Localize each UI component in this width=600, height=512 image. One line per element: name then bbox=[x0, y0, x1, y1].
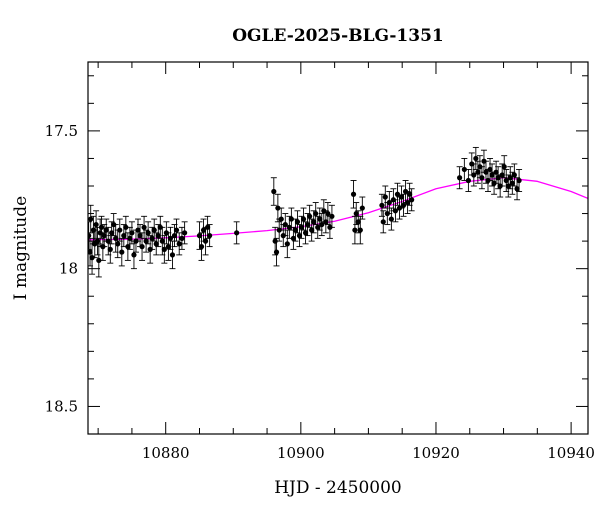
data-point bbox=[312, 202, 319, 226]
x-tick-label: 10880 bbox=[142, 444, 190, 462]
data-point bbox=[400, 193, 407, 217]
data-point bbox=[351, 215, 358, 245]
data-point bbox=[507, 166, 514, 190]
data-point bbox=[516, 169, 523, 192]
data-point bbox=[95, 243, 102, 278]
y-tick-label: 17.5 bbox=[45, 122, 78, 140]
data-point bbox=[386, 191, 393, 215]
data-point bbox=[470, 163, 477, 187]
data-point bbox=[292, 218, 299, 242]
data-point bbox=[296, 224, 303, 248]
data-point bbox=[378, 193, 385, 217]
data-point bbox=[101, 224, 108, 248]
data-point bbox=[316, 207, 323, 231]
axis-ticks: 10880 10900 10920 10940 17.5 18 18.5 bbox=[45, 62, 595, 462]
data-point bbox=[487, 157, 494, 181]
data-point bbox=[206, 224, 213, 248]
data-point bbox=[472, 146, 479, 170]
data-point bbox=[173, 218, 180, 242]
x-tick-label: 10920 bbox=[412, 444, 460, 462]
data-point bbox=[294, 210, 301, 234]
data-point bbox=[465, 169, 472, 192]
data-point bbox=[169, 240, 176, 270]
data-point bbox=[153, 232, 160, 256]
y-axis-label: I magnitude bbox=[11, 196, 31, 300]
data-point bbox=[408, 188, 415, 212]
x-tick-label: 10940 bbox=[547, 444, 595, 462]
data-point bbox=[474, 160, 481, 184]
data-point bbox=[318, 213, 325, 237]
data-point bbox=[456, 166, 463, 190]
model-curve bbox=[88, 177, 588, 241]
data-point bbox=[357, 215, 364, 245]
data-point bbox=[93, 210, 100, 239]
data-point bbox=[350, 180, 357, 209]
x-tick-label: 10900 bbox=[277, 444, 325, 462]
data-point bbox=[94, 226, 101, 256]
data-point bbox=[98, 215, 105, 239]
data-point bbox=[359, 196, 366, 220]
data-point bbox=[163, 221, 170, 245]
data-point bbox=[198, 232, 205, 261]
x-axis-label: HJD - 2450000 bbox=[274, 478, 402, 498]
data-point bbox=[202, 226, 209, 256]
data-point bbox=[233, 221, 240, 245]
data-point bbox=[176, 232, 183, 256]
data-point bbox=[270, 177, 277, 206]
data-point bbox=[196, 221, 203, 250]
data-point bbox=[274, 193, 281, 223]
data-point bbox=[112, 224, 119, 253]
data-point bbox=[461, 157, 468, 181]
data-point bbox=[380, 210, 387, 234]
chart-title: OGLE-2025-BLG-1351 bbox=[232, 26, 444, 46]
data-point bbox=[273, 237, 280, 267]
plot-frame bbox=[87, 61, 589, 435]
data-point bbox=[103, 218, 110, 242]
data-point bbox=[151, 218, 158, 242]
data-point bbox=[328, 204, 335, 228]
data-point bbox=[126, 226, 133, 250]
y-tick-label: 18.5 bbox=[45, 397, 78, 415]
data-point bbox=[88, 204, 94, 234]
y-tick-label: 18 bbox=[59, 260, 78, 278]
data-point bbox=[181, 221, 188, 245]
data-point bbox=[178, 226, 185, 250]
data-point bbox=[511, 163, 518, 187]
plot-area bbox=[88, 146, 588, 278]
data-point bbox=[406, 182, 413, 206]
data-point bbox=[88, 221, 92, 250]
